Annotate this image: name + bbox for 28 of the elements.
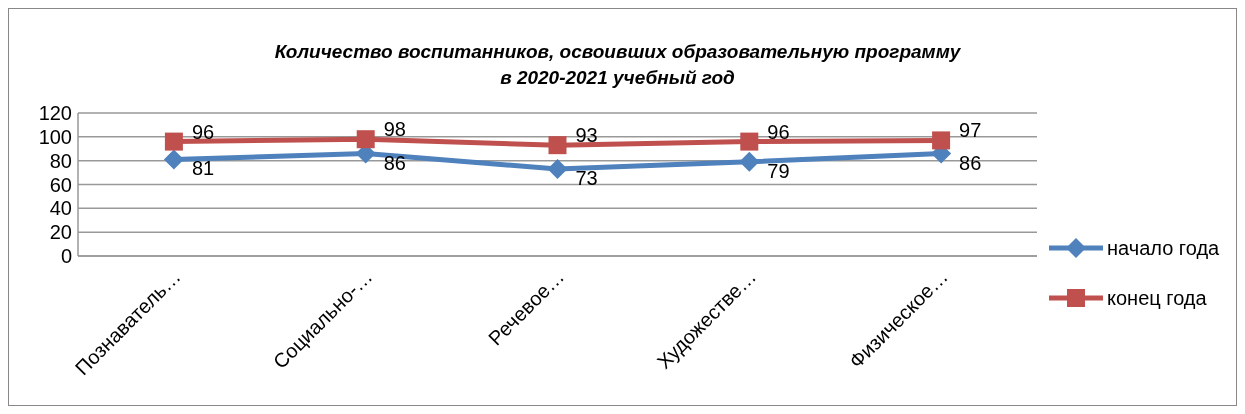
data-label: 98 [383,118,406,141]
point [547,159,568,180]
data-label: 86 [383,151,406,174]
data-label: 96 [191,120,215,143]
y-tick-label: 0 [60,245,72,267]
point [932,131,951,150]
y-tick-label: 40 [49,197,72,220]
data-label: 79 [767,159,790,182]
point [356,130,375,149]
legend-label: начало года [1107,237,1221,259]
chart-title: Количество воспитанников, освоивших образовательную программу в 2020-2021 учебный год [274,41,962,88]
legend-label: конец года [1107,287,1208,309]
data-label: 73 [575,167,598,190]
y-tick-label: 100 [38,125,72,148]
y-tick-label: 80 [49,149,72,172]
point [548,136,567,155]
y-tick-label: 20 [49,221,72,244]
data-label: 86 [959,151,982,174]
point [739,151,760,172]
y-tick-label: 60 [49,173,72,196]
data-label: 81 [191,157,215,180]
data-label: 93 [575,124,598,147]
point [164,132,183,151]
data-label: 97 [959,119,982,142]
point [163,149,184,170]
point [740,132,759,151]
data-label: 96 [767,120,790,143]
y-tick-label: 120 [38,102,72,124]
